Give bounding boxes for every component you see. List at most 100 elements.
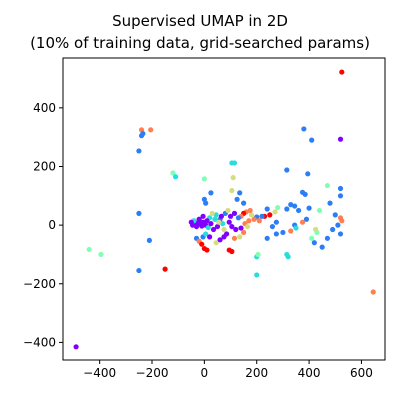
data-point [270,224,275,229]
data-point [293,225,298,230]
data-point [210,211,215,216]
plot-frame [63,58,385,360]
data-point [236,215,241,220]
y-tick-label: 0 [48,218,56,232]
data-point [312,240,317,245]
data-point [241,230,246,235]
data-point [229,249,234,254]
data-point [301,126,306,131]
data-point [325,236,330,241]
x-tick-label: 400 [298,366,321,380]
data-point [274,220,279,225]
data-point [212,217,217,222]
data-point [204,247,209,252]
data-point [98,252,103,257]
data-point [139,133,144,138]
x-tick-label: 200 [245,366,268,380]
data-point [194,224,199,229]
data-point [284,252,289,257]
data-point [227,220,232,225]
data-point [255,252,260,257]
y-tick-label: 200 [33,159,56,173]
data-point [87,247,92,252]
data-point [309,236,314,241]
x-tick-label: −400 [83,366,116,380]
data-point [280,230,285,235]
x-tick-label: −200 [136,366,169,380]
data-point [317,208,322,213]
data-point [333,212,338,217]
data-point [203,201,208,206]
data-point [335,223,340,228]
data-point [300,220,305,225]
data-point [199,242,204,247]
data-point [225,208,230,213]
data-point [231,175,236,180]
data-point [147,238,152,243]
data-point [371,289,376,294]
data-point [208,221,213,226]
x-tick-label: 0 [201,366,209,380]
data-point [339,218,344,223]
data-point [237,190,242,195]
data-point [246,218,251,223]
data-point [229,188,234,193]
data-point [233,227,238,232]
data-point [237,234,242,239]
data-point [309,138,314,143]
data-point [136,148,141,153]
data-point [189,220,194,225]
data-point [339,69,344,74]
data-point [305,171,310,176]
data-point [320,245,325,250]
data-point [202,176,207,181]
data-point [221,234,226,239]
data-point [303,192,308,197]
data-point [296,208,301,213]
data-point [136,211,141,216]
data-point [232,236,237,241]
data-point [338,231,343,236]
data-point [163,267,168,272]
y-tick-label: 400 [33,101,56,115]
data-point [238,225,243,230]
data-point [313,227,318,232]
data-point [228,214,233,219]
y-tick-label: −200 [23,277,56,291]
data-point [234,197,239,202]
data-point [245,224,250,229]
data-point [259,214,264,219]
data-point [148,127,153,132]
data-point [288,202,293,207]
data-point [200,214,205,219]
data-point [275,205,280,210]
data-point [221,227,226,232]
data-point [215,224,220,229]
data-point [265,236,270,241]
data-point [229,160,234,165]
data-point [257,218,262,223]
data-point [325,183,330,188]
data-point [241,201,246,206]
data-point [338,137,343,142]
data-point [208,190,213,195]
data-point [173,174,178,179]
data-point [274,231,279,236]
data-point [284,206,289,211]
data-point [73,344,78,349]
data-point [136,268,141,273]
data-point [306,206,311,211]
y-tick-label: −400 [23,335,56,349]
data-point [249,212,254,217]
data-point [207,234,212,239]
data-point [267,212,272,217]
data-point [265,206,270,211]
points-layer [73,69,375,349]
data-point [338,193,343,198]
data-point [252,217,257,222]
data-point [254,272,259,277]
data-point [338,186,343,191]
data-point [330,227,335,232]
data-point [288,228,293,233]
x-tick-label: 600 [350,366,373,380]
